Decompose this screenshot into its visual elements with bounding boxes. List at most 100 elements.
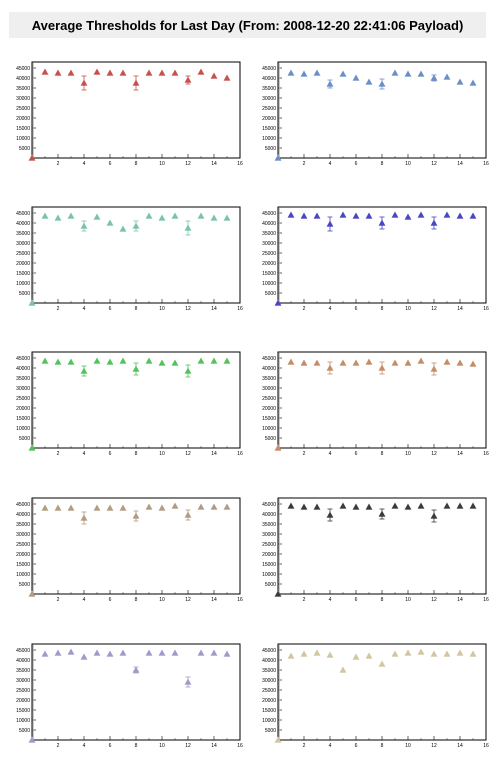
data-point [171,502,179,509]
data-point [287,69,295,76]
data-point [313,649,321,656]
x-tick-label: 12 [431,306,437,312]
x-tick-label: 10 [159,743,165,749]
y-tick-label: 10000 [262,572,276,578]
y-tick-label: 45000 [16,648,30,654]
data-point [158,649,166,656]
data-point [67,358,75,365]
data-point [41,212,49,219]
data-point [80,514,88,521]
x-tick-label: 8 [381,597,384,603]
data-point [339,211,347,218]
x-tick-label: 14 [457,161,463,167]
data-point [106,358,114,365]
x-tick-label: 12 [185,451,191,457]
data-point [417,502,425,509]
x-tick-label: 16 [237,451,243,457]
data-point [443,650,451,657]
data-point [145,503,153,510]
data-point [391,69,399,76]
data-point [171,359,179,366]
data-point [287,358,295,365]
data-point [54,649,62,656]
data-point [210,503,218,510]
y-tick-label: 40000 [16,366,30,372]
y-tick-label: 10000 [262,426,276,432]
y-tick-label: 10000 [262,281,276,287]
data-point [106,504,114,511]
x-tick-label: 4 [329,161,332,167]
data-point [391,211,399,218]
data-point [210,214,218,221]
y-tick-label: 40000 [16,221,30,227]
data-point [326,651,334,658]
y-tick-label: 35000 [262,86,276,92]
y-tick-label: 45000 [262,66,276,72]
data-point [119,504,127,511]
x-tick-label: 14 [211,743,217,749]
x-tick-label: 14 [457,743,463,749]
y-tick-label: 25000 [262,542,276,548]
x-tick-label: 2 [57,306,60,312]
x-tick-label: 4 [329,597,332,603]
data-point [80,79,88,86]
data-point [300,212,308,219]
x-tick-label: 8 [135,451,138,457]
data-point [184,76,192,83]
data-point [93,649,101,656]
data-point [469,360,477,367]
chart-panel-10: 45000 40000 35000 30000 25000 20000 15000 10000… [256,640,494,758]
chart-svg: 4500040000350003000025000200001500010000… [16,206,243,312]
data-point [223,503,231,510]
data-point [54,358,62,365]
data-point [430,74,438,81]
data-point [469,79,477,86]
y-tick-label: 30000 [16,96,30,102]
x-tick-label: 12 [185,161,191,167]
x-tick-label: 8 [135,161,138,167]
data-point [119,69,127,76]
y-tick-label: 30000 [262,241,276,247]
chart-svg: 4500040000350003000025000200001500010000… [262,643,489,749]
y-tick-label: 30000 [16,678,30,684]
y-tick-label: 25000 [16,106,30,112]
x-tick-label: 10 [159,306,165,312]
data-point [93,68,101,75]
x-tick-label: 14 [457,597,463,603]
x-tick-label: 6 [109,161,112,167]
data-point [223,214,231,221]
chart-svg: 4500040000350003000025000200001500010000… [16,497,243,603]
x-tick-label: 4 [83,743,86,749]
x-tick-label: 8 [381,306,384,312]
x-tick-label: 8 [381,161,384,167]
x-tick-label: 12 [431,743,437,749]
data-point [145,357,153,364]
x-tick-label: 2 [57,597,60,603]
x-tick-label: 12 [185,306,191,312]
x-tick-label: 6 [355,306,358,312]
data-point [158,214,166,221]
y-tick-label: 45000 [262,211,276,217]
data-point [210,357,218,364]
data-point [28,154,36,161]
data-point [67,212,75,219]
data-point [274,154,282,161]
data-point [119,649,127,656]
data-point [93,213,101,220]
data-point [145,212,153,219]
y-tick-label: 15000 [16,562,30,568]
x-tick-label: 8 [135,597,138,603]
data-point [404,503,412,510]
data-point [365,652,373,659]
x-tick-label: 2 [303,161,306,167]
chart-svg: 4500040000350003000025000200001500010000… [16,61,243,167]
data-point [378,364,386,371]
y-tick-label: 35000 [16,668,30,674]
y-tick-label: 35000 [16,231,30,237]
data-point [80,222,88,229]
y-tick-label: 35000 [16,376,30,382]
x-tick-label: 2 [303,306,306,312]
x-tick-label: 2 [57,451,60,457]
x-tick-label: 4 [329,451,332,457]
y-tick-label: 45000 [262,356,276,362]
